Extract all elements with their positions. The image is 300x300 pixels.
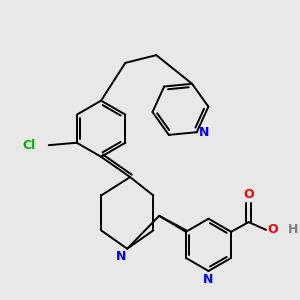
Text: H: H	[288, 224, 298, 236]
Text: Cl: Cl	[22, 139, 35, 152]
Text: N: N	[203, 273, 214, 286]
Text: N: N	[116, 250, 126, 263]
Text: N: N	[199, 126, 209, 139]
Text: O: O	[243, 188, 254, 201]
Text: O: O	[267, 224, 278, 236]
